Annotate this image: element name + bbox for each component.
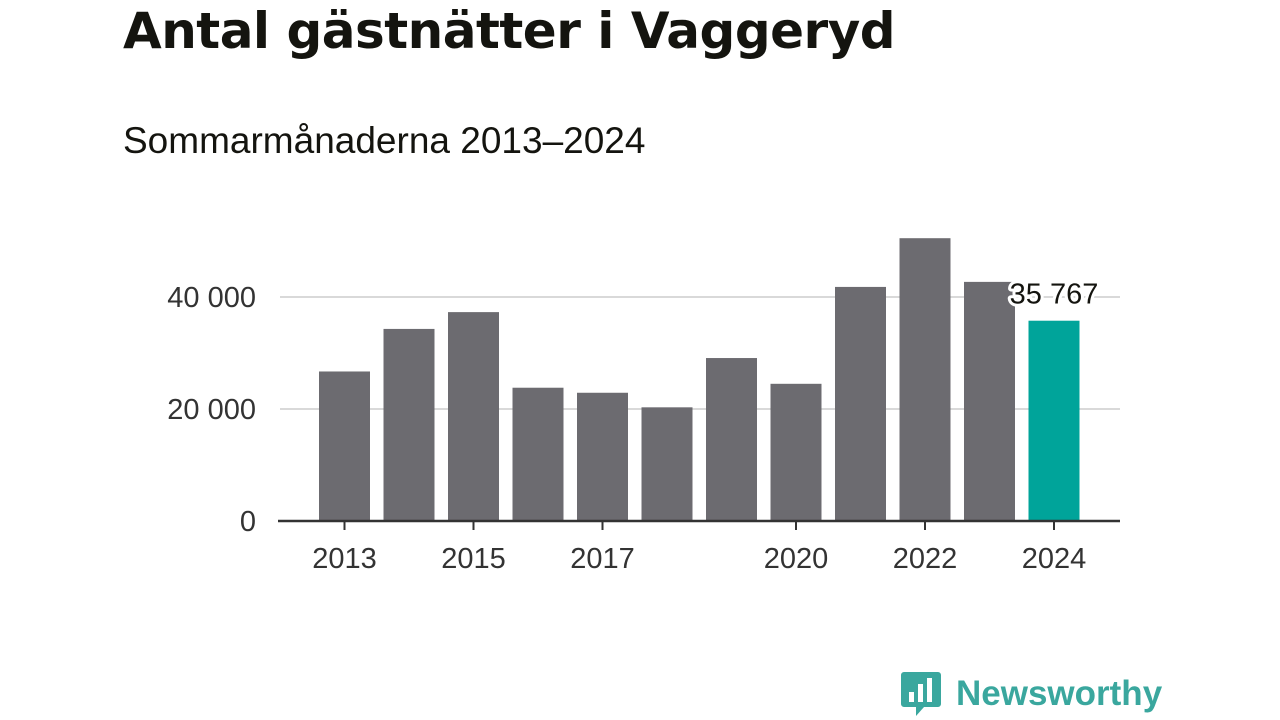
labels: 0 20 000 40 000 2013 2015 2017 2020 2022 2024 35 … <box>167 276 1101 575</box>
brand-name: Newsworthy <box>956 674 1163 713</box>
bars <box>319 238 1080 521</box>
y-tick-label: 40 000 <box>167 282 256 314</box>
bar-chart-speech-bubble-icon <box>901 672 941 716</box>
bar-highlight <box>1028 320 1080 521</box>
bar <box>577 392 628 521</box>
bar <box>706 358 757 521</box>
bar <box>641 407 693 521</box>
bar <box>770 383 822 521</box>
x-tick-label: 2020 <box>764 543 829 575</box>
x-tick-label: 2022 <box>893 543 958 575</box>
bar <box>964 281 1015 521</box>
y-tick-label: 0 <box>240 506 256 538</box>
x-tick-label: 2024 <box>1022 543 1087 575</box>
bar <box>319 371 370 521</box>
y-tick-label: 20 000 <box>167 394 256 426</box>
bar <box>899 238 951 521</box>
x-tick-label: 2015 <box>441 543 506 575</box>
bar <box>383 328 435 521</box>
newsworthy-logo: Newsworthy <box>900 670 1162 718</box>
chart-title: Antal gästnätter i Vaggeryd <box>123 2 896 60</box>
x-tick-label: 2013 <box>312 543 377 575</box>
data-label-2024: 35 767 <box>1010 279 1099 311</box>
x-tick-label: 2017 <box>570 543 635 575</box>
chart-subtitle: Sommarmånaderna 2013–2024 <box>123 120 646 161</box>
bar <box>448 312 499 521</box>
bar <box>835 286 886 521</box>
axes <box>278 519 1120 530</box>
bar <box>512 387 564 521</box>
